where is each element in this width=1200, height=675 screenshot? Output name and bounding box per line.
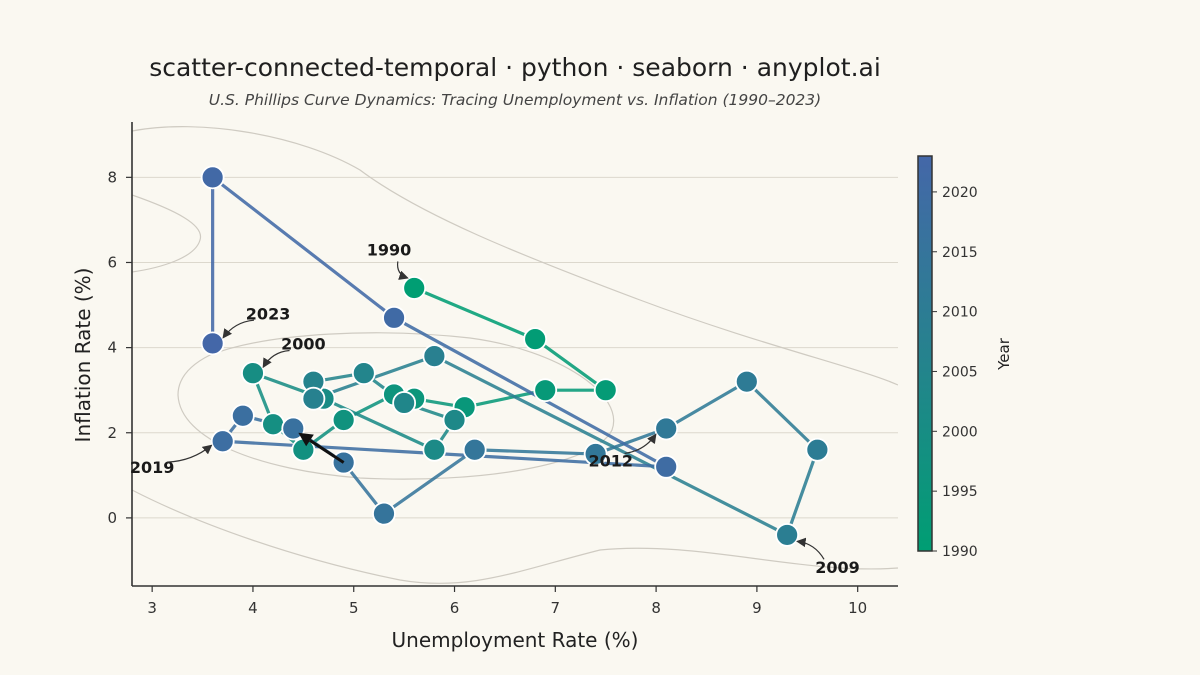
data-point-2009 <box>775 523 800 547</box>
density-contour <box>132 489 898 585</box>
data-point-1993 <box>533 378 558 403</box>
data-point-2005 <box>351 361 376 386</box>
x-tick-label: 4 <box>248 599 258 617</box>
y-axis-label: Inflation Rate (%) <box>71 268 95 443</box>
trajectory-segment <box>211 175 396 320</box>
data-point-2017 <box>281 416 306 441</box>
direction-arrow-shaft <box>309 439 345 464</box>
density-contour <box>132 126 898 386</box>
trajectory-segment <box>382 448 477 516</box>
annotation-arrow-1990 <box>396 261 409 280</box>
trajectory-line <box>211 175 819 537</box>
data-point-2012 <box>654 416 679 441</box>
chart-subtitle: U.S. Phillips Curve Dynamics: Tracing Un… <box>209 91 821 109</box>
trajectory-segment <box>664 380 749 431</box>
data-point-2022 <box>200 165 225 190</box>
annotation-2012: 2012 <box>588 451 633 470</box>
chart-title: scatter-connected-temporal · python · se… <box>149 53 881 82</box>
data-point-2023 <box>200 331 225 356</box>
colorbar-tick-label: 1990 <box>942 544 978 560</box>
y-tick-label: 2 <box>107 424 117 442</box>
y-tick-label: 4 <box>107 339 117 357</box>
data-point-2018 <box>230 403 255 428</box>
y-tick-label: 6 <box>107 253 117 271</box>
annotation-1990: 1990 <box>367 241 412 260</box>
colorbar-label: Year <box>995 337 1013 371</box>
trajectory-segment <box>412 286 537 341</box>
trajectory-segment <box>321 397 436 452</box>
trajectory-segment <box>785 448 819 537</box>
colorbar-tick-label: 2000 <box>942 424 978 440</box>
y-tick-label: 0 <box>107 509 117 527</box>
data-point-2008 <box>422 344 447 369</box>
x-tick-label: 5 <box>349 599 359 617</box>
data-point-2010 <box>805 437 830 462</box>
data-point-2013 <box>583 442 608 466</box>
colorbar-tick-label: 2010 <box>942 305 978 321</box>
data-point-1991 <box>523 327 548 352</box>
data-point-2020 <box>654 454 679 479</box>
x-tick-label: 3 <box>147 599 157 617</box>
annotation-arrow-2019 <box>167 444 213 463</box>
data-point-2019 <box>210 429 235 454</box>
data-point-2004 <box>392 391 417 415</box>
trajectory-segment <box>473 448 598 456</box>
density-contours <box>132 126 898 585</box>
x-axis-label: Unemployment Rate (%) <box>392 628 639 652</box>
data-point-2003 <box>442 408 467 432</box>
annotation-2023: 2023 <box>246 305 291 324</box>
data-point-2015 <box>372 501 396 526</box>
data-point-2014 <box>462 437 487 462</box>
colorbar-tick-label: 2020 <box>942 185 978 201</box>
trajectory-segment <box>594 426 668 456</box>
trajectory-segment <box>533 337 608 392</box>
annotation-arrow-2012 <box>624 433 657 455</box>
x-tick-label: 9 <box>752 599 762 617</box>
trajectory-segment <box>392 316 668 469</box>
annotation-2000: 2000 <box>281 334 326 353</box>
annotation-arrow-2000 <box>262 349 290 369</box>
data-point-2007 <box>301 386 326 411</box>
data-point-1997 <box>331 408 356 432</box>
data-point-2021 <box>382 305 406 330</box>
x-tick-label: 8 <box>651 599 661 617</box>
y-tick-label: 8 <box>107 168 117 186</box>
colorbar-tick-label: 2005 <box>942 364 978 380</box>
direction-arrow-head <box>298 432 314 447</box>
x-tick-label: 10 <box>848 599 867 617</box>
trajectory-segment <box>745 380 819 452</box>
plot-area: 3 4 5 6 7 8 9 10 0 2 4 6 8 1990 2000 2009 2012 2019 2023 <box>107 122 898 617</box>
x-tick-label: 6 <box>450 599 460 617</box>
data-point-1990 <box>402 276 427 300</box>
data-point-1992 <box>593 378 618 403</box>
data-point-1999 <box>261 412 286 437</box>
data-point-2002 <box>422 437 447 462</box>
colorbar-gradient <box>917 155 933 552</box>
density-contour <box>132 194 202 273</box>
data-point-2011 <box>734 369 759 394</box>
annotation-2019: 2019 <box>130 458 175 477</box>
colorbar: 1990 1995 2000 2005 2010 2015 2020 <box>917 155 978 560</box>
data-point-2000 <box>241 361 265 386</box>
annotation-arrow-2009 <box>796 537 825 560</box>
x-tick-label: 7 <box>551 599 561 617</box>
colorbar-tick-label: 1995 <box>942 484 978 500</box>
annotation-arrow-2023 <box>222 319 255 339</box>
trajectory-segment <box>432 354 789 537</box>
annotation-2009: 2009 <box>815 558 860 577</box>
colorbar-tick-label: 2015 <box>942 245 978 261</box>
